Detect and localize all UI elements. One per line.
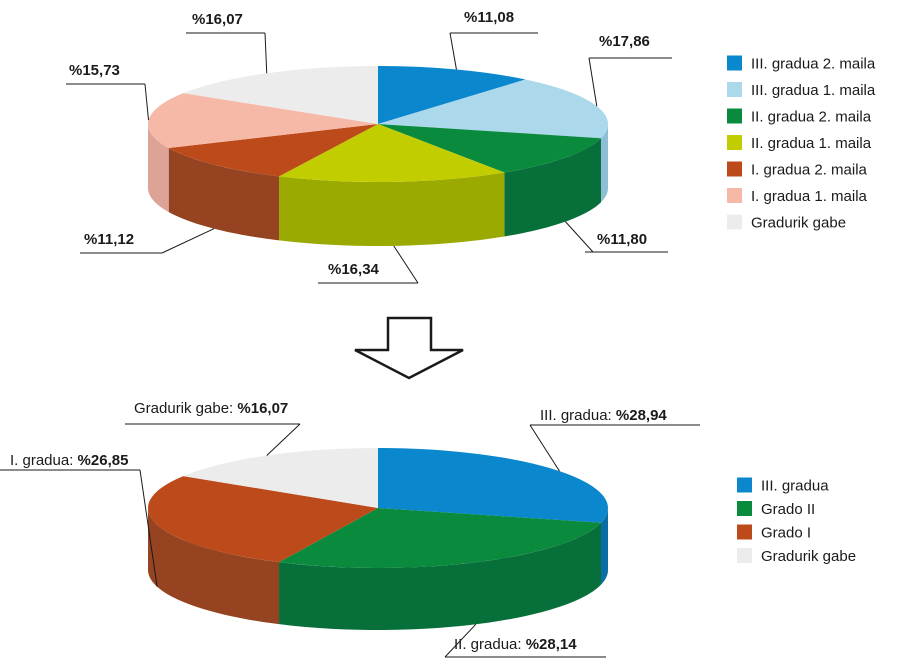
data-label-i-gradua-1-maila: %15,73 — [69, 62, 120, 79]
legend-swatch-i-gradua-1-maila — [727, 188, 742, 203]
legend-swatch-iii-gradua-1-maila — [727, 82, 742, 97]
legend-label-grado-i: Grado I — [761, 525, 811, 542]
down-arrow-icon — [354, 316, 464, 380]
data-label-ii-gradua-1-maila: %16,34 — [328, 261, 380, 278]
data-label-prefix: III. gradua: — [540, 407, 616, 424]
data-label-iii-gradua-1-maila: %17,86 — [599, 33, 650, 50]
legend-swatch-iii-gradua — [737, 477, 752, 493]
pie-side-i-gradua-1-maila — [148, 124, 169, 213]
legend-swatch-grado-ii — [737, 501, 752, 516]
leader-line-grado-ii — [444, 623, 606, 658]
leader-line-iii-gradua-2-maila — [449, 32, 538, 70]
data-label-prefix: Gradurik gabe: — [134, 400, 237, 417]
data-label-value: %28,94 — [616, 407, 668, 424]
pie-slice-ii-gradua-1-maila — [279, 124, 505, 183]
pie-chart-top — [148, 66, 608, 246]
leader-line-i-gradua-1-maila — [66, 83, 150, 121]
pie-side-grado-i — [148, 508, 280, 625]
legend-label-iii-gradua-1-maila: III. gradua 1. maila — [751, 82, 876, 99]
data-label-i-gradua-2-maila: %11,12 — [84, 231, 134, 248]
pie-slice-gradurik-gabe — [183, 66, 378, 124]
pie-chart-bottom — [147, 448, 608, 630]
data-label-value: %16,07 — [237, 400, 288, 417]
pie-slice-i-gradua-1-maila — [148, 93, 378, 149]
data-label-value: %17,86 — [599, 33, 650, 50]
data-label-prefix: I. gradua: — [10, 452, 78, 469]
pie-side-iii-gradua — [600, 508, 608, 585]
data-label-iii-gradua: III. gradua: %28,94 — [540, 407, 667, 424]
pie-slice-iii-gradua — [378, 448, 608, 523]
data-label-gradurik-gabe: %16,07 — [192, 11, 243, 28]
data-label-value: %11,80 — [597, 231, 647, 248]
leader-line-i-gradua-2-maila — [80, 228, 215, 254]
data-label-value: %11,08 — [464, 9, 514, 26]
pie-slice-ii-gradua-2-maila — [378, 124, 601, 173]
legend-label-i-gradua-2-maila: I. gradua 2. maila — [751, 162, 868, 179]
pie-slice-i-gradua-2-maila — [168, 124, 378, 177]
legend-label-iii-gradua: III. gradua — [761, 478, 829, 495]
legend-label-grado-ii: Grado II — [761, 501, 815, 518]
labels-top: %11,08 %17,86 %11,80 %16,34 %11,12 %15,73 %16,… — [66, 9, 672, 284]
legend-top: III. gradua 2. maila III. gradua 1. maila… — [727, 55, 876, 232]
legend-swatch-gradurik-gabe — [737, 548, 752, 563]
data-label-value: %28,14 — [526, 636, 578, 653]
pie-slice-grado-i — [147, 476, 378, 563]
legend-swatch-ii-gradua-2-maila — [727, 108, 742, 124]
legend-label-iii-gradua-2-maila: III. gradua 2. maila — [751, 56, 876, 73]
pie-slice-grado-ii — [279, 508, 601, 568]
pie-slice-iii-gradua-2-maila — [378, 66, 526, 124]
legend-label-gradurik-gabe: Gradurik gabe — [761, 548, 856, 565]
pie-side-grado-ii — [279, 522, 601, 630]
data-label-prefix: II. gradua: — [454, 636, 526, 653]
pie-side-i-gradua-2-maila — [168, 148, 280, 241]
data-label-value: %16,07 — [192, 11, 243, 28]
legend-swatch-grado-i — [737, 524, 752, 540]
leader-line-gradurik-gabe — [125, 423, 301, 456]
data-label-iii-gradua-2-maila: %11,08 — [464, 9, 514, 26]
legend-swatch-gradurik-gabe — [727, 214, 742, 230]
legend-label-i-gradua-1-maila: I. gradua 1. maila — [751, 188, 868, 205]
pie-side-iii-gradua-1-maila — [600, 124, 608, 203]
leader-line-iii-gradua — [529, 424, 700, 472]
legend-swatch-ii-gradua-1-maila — [727, 135, 742, 150]
pie-side-ii-gradua-1-maila — [279, 172, 505, 246]
leader-line-ii-gradua-2-maila — [565, 221, 668, 253]
data-label-gradurik-gabe: Gradurik gabe: %16,07 — [134, 400, 288, 417]
leader-line-grado-i — [0, 469, 158, 587]
legend-label-gradurik-gabe: Gradurik gabe — [751, 215, 846, 232]
pie-slice-gradurik-gabe — [183, 448, 378, 508]
data-label-value: %16,34 — [328, 261, 380, 278]
leader-line-iii-gradua-1-maila — [588, 57, 672, 107]
legend-swatch-i-gradua-2-maila — [727, 161, 742, 177]
legend-bottom: III. gradua Grado II Grado I Gradurik gabe — [737, 477, 856, 565]
data-label-grado-i: I. gradua: %26,85 — [10, 452, 128, 469]
data-label-value: %15,73 — [69, 62, 120, 79]
leader-line-gradurik-gabe — [186, 32, 268, 74]
labels-bottom: III. gradua: %28,94 II. gradua: %28,14 I. … — [0, 400, 700, 658]
data-label-ii-gradua-2-maila: %11,80 — [597, 231, 647, 248]
leader-line-ii-gradua-1-maila — [318, 245, 419, 284]
data-label-value: %26,85 — [78, 452, 129, 469]
data-label-grado-ii: II. gradua: %28,14 — [454, 636, 577, 653]
pie-slice-iii-gradua-1-maila — [378, 79, 608, 139]
pie-side-ii-gradua-2-maila — [504, 138, 601, 237]
legend-label-ii-gradua-2-maila: II. gradua 2. maila — [751, 109, 872, 126]
legend-swatch-iii-gradua-2-maila — [727, 55, 742, 71]
data-label-value: %11,12 — [84, 231, 134, 248]
legend-label-ii-gradua-1-maila: II. gradua 1. maila — [751, 135, 872, 152]
